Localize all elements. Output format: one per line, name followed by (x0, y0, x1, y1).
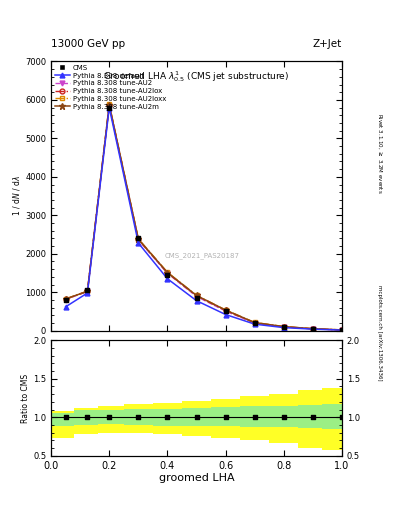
Pythia 8.308 tune-AU2lox (85, 288, 90, 294)
Text: Z+Jet: Z+Jet (313, 38, 342, 49)
Pythia 8.308 default (310, 326, 315, 332)
Pythia 8.308 default (136, 240, 141, 246)
Pythia 8.308 tune-AU2m (252, 319, 257, 326)
Pythia 8.308 tune-AU2m (194, 292, 199, 298)
Text: Groomed LHA $\lambda^{1}_{0.5}$ (CMS jet substructure): Groomed LHA $\lambda^{1}_{0.5}$ (CMS jet… (103, 70, 290, 84)
Pythia 8.308 tune-AU2m (165, 269, 170, 275)
CMS (193, 294, 200, 302)
Pythia 8.308 tune-AU2lox (136, 236, 141, 242)
Pythia 8.308 tune-AU2 (165, 270, 170, 276)
Legend: CMS, Pythia 8.308 default, Pythia 8.308 tune-AU2, Pythia 8.308 tune-AU2lox, Pyth: CMS, Pythia 8.308 default, Pythia 8.308 … (53, 63, 167, 111)
Point (310, 413, 316, 421)
Pythia 8.308 tune-AU2loxx (107, 101, 112, 107)
Pythia 8.308 default (63, 304, 68, 310)
CMS (252, 319, 258, 327)
Pythia 8.308 tune-AU2 (223, 308, 228, 314)
Point (222, 413, 229, 421)
Pythia 8.308 tune-AU2loxx (310, 326, 315, 332)
Pythia 8.308 tune-AU2lox (107, 102, 112, 108)
Pythia 8.308 tune-AU2loxx (136, 236, 141, 242)
Pythia 8.308 tune-AU2m (310, 326, 315, 332)
Pythia 8.308 tune-AU2lox (281, 324, 286, 330)
Pythia 8.308 default (107, 104, 112, 111)
Pythia 8.308 tune-AU2lox (223, 307, 228, 313)
Point (106, 413, 112, 421)
Pythia 8.308 tune-AU2loxx (63, 296, 68, 302)
Line: Pythia 8.308 tune-AU2: Pythia 8.308 tune-AU2 (63, 103, 344, 332)
Pythia 8.308 tune-AU2loxx (281, 324, 286, 330)
Pythia 8.308 tune-AU2loxx (85, 288, 90, 294)
Text: Rivet 3.1.10, $\geq$ 3.2M events: Rivet 3.1.10, $\geq$ 3.2M events (375, 113, 383, 194)
Pythia 8.308 tune-AU2 (340, 327, 344, 333)
Y-axis label: 1 / $\mathrm{d}N$ / $\mathrm{d}\lambda$: 1 / $\mathrm{d}N$ / $\mathrm{d}\lambda$ (11, 176, 22, 217)
Pythia 8.308 tune-AU2m (223, 307, 228, 313)
Pythia 8.308 tune-AU2 (310, 326, 315, 332)
CMS (135, 234, 141, 243)
Pythia 8.308 tune-AU2lox (194, 293, 199, 299)
Point (252, 413, 258, 421)
CMS (222, 307, 229, 315)
Pythia 8.308 tune-AU2lox (252, 319, 257, 326)
CMS (281, 323, 287, 331)
Point (339, 413, 345, 421)
Pythia 8.308 tune-AU2m (340, 327, 344, 333)
Text: mcplots.cern.ch [arXiv:1306.3436]: mcplots.cern.ch [arXiv:1306.3436] (377, 285, 382, 380)
Pythia 8.308 tune-AU2loxx (165, 269, 170, 275)
Pythia 8.308 tune-AU2loxx (340, 327, 344, 333)
Pythia 8.308 tune-AU2 (281, 324, 286, 330)
Pythia 8.308 tune-AU2m (281, 324, 286, 330)
Pythia 8.308 default (194, 297, 199, 304)
Pythia 8.308 tune-AU2m (136, 236, 141, 242)
Pythia 8.308 default (223, 311, 228, 317)
CMS (84, 286, 91, 294)
CMS (62, 296, 69, 304)
Point (62, 413, 69, 421)
Pythia 8.308 tune-AU2 (63, 296, 68, 303)
Pythia 8.308 tune-AU2loxx (252, 319, 257, 326)
Pythia 8.308 tune-AU2loxx (223, 307, 228, 313)
Point (193, 413, 200, 421)
Pythia 8.308 tune-AU2loxx (194, 292, 199, 298)
Text: 13000 GeV pp: 13000 GeV pp (51, 38, 125, 49)
Pythia 8.308 tune-AU2m (85, 288, 90, 294)
Pythia 8.308 default (281, 325, 286, 331)
Pythia 8.308 default (165, 275, 170, 282)
Pythia 8.308 tune-AU2lox (165, 270, 170, 276)
CMS (310, 325, 316, 333)
CMS (106, 103, 112, 112)
Pythia 8.308 tune-AU2 (194, 293, 199, 300)
Line: Pythia 8.308 tune-AU2lox: Pythia 8.308 tune-AU2lox (63, 102, 344, 332)
Pythia 8.308 tune-AU2m (63, 296, 68, 302)
Pythia 8.308 tune-AU2 (107, 102, 112, 109)
Pythia 8.308 tune-AU2lox (340, 327, 344, 333)
Point (164, 413, 171, 421)
Pythia 8.308 default (252, 321, 257, 327)
Pythia 8.308 tune-AU2 (85, 288, 90, 294)
CMS (339, 326, 345, 334)
Pythia 8.308 default (85, 290, 90, 296)
Line: Pythia 8.308 tune-AU2loxx: Pythia 8.308 tune-AU2loxx (63, 102, 344, 332)
Point (84, 413, 91, 421)
X-axis label: groomed LHA: groomed LHA (159, 473, 234, 483)
Pythia 8.308 default (340, 327, 344, 333)
Pythia 8.308 tune-AU2lox (310, 326, 315, 332)
Point (135, 413, 141, 421)
Pythia 8.308 tune-AU2 (252, 320, 257, 326)
Y-axis label: Ratio to CMS: Ratio to CMS (21, 373, 30, 422)
Pythia 8.308 tune-AU2m (107, 102, 112, 108)
Pythia 8.308 tune-AU2 (136, 237, 141, 243)
Pythia 8.308 tune-AU2lox (63, 296, 68, 302)
Line: Pythia 8.308 tune-AU2m: Pythia 8.308 tune-AU2m (62, 102, 345, 333)
Point (281, 413, 287, 421)
Text: CMS_2021_PAS20187: CMS_2021_PAS20187 (165, 252, 240, 259)
Line: Pythia 8.308 default: Pythia 8.308 default (63, 105, 344, 332)
CMS (164, 271, 171, 279)
